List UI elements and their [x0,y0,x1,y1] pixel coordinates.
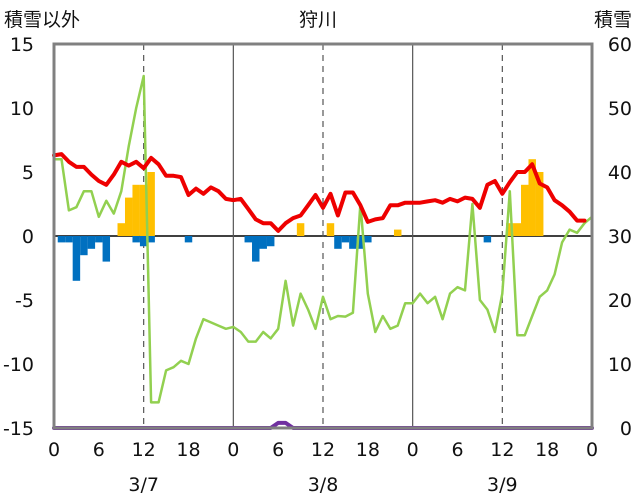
snowfall-bar [506,223,514,236]
precipitation-bar [252,236,260,262]
snowfall-bar [528,159,536,236]
left-tick-label: 5 [22,162,34,184]
left-axis-label: 積雪以外 [4,9,80,31]
precipitation-bar [80,236,88,256]
plot-frame [52,42,594,430]
precipitation-bar [95,236,103,243]
x-tick-label: 12 [311,439,335,461]
date-label: 3/9 [487,474,518,496]
snowfall-bar [139,184,148,236]
precipitation-bar [266,236,275,247]
snow-depth-line [52,74,594,404]
right-tick-label: 60 [608,34,632,56]
date-label: 3/8 [308,474,339,496]
x-tick-label: 6 [272,439,284,461]
right-tick-label: 0 [620,418,632,440]
x-tick-label: 18 [176,439,200,461]
precipitation-bar [483,236,492,243]
left-tick-label: -5 [15,290,34,312]
right-tick-label: 10 [608,354,632,376]
snowfall-bar [296,223,305,236]
right-tick-label: 50 [608,98,632,120]
snowfall-bar [147,172,155,236]
precipitation-bar [349,236,357,249]
snowfall-bar [535,172,544,236]
precipitation-bar [334,236,342,249]
precipitation-bar [87,236,96,249]
left-tick-label: 0 [22,226,34,248]
precipitation-bar [364,236,372,243]
precipitation-bar [259,236,267,249]
x-tick-label: 0 [586,439,598,461]
right-tick-label: 40 [608,162,632,184]
precipitation-bar [341,236,350,243]
precipitation-bar [147,236,155,243]
snowfall-bar [513,223,522,236]
snowfall-bar [124,197,133,236]
x-tick-label: 12 [490,439,514,461]
left-tick-label: 15 [10,34,34,56]
chart-title: 狩川 [299,9,337,31]
left-tick-label: -15 [3,418,34,440]
x-tick-label: 0 [48,439,60,461]
x-tick-label: 6 [93,439,105,461]
precipitation-bar [102,236,111,262]
x-tick-label: 0 [227,439,239,461]
right-tick-label: 30 [608,226,632,248]
precipitation-bar [139,236,148,247]
snowfall-bar [393,229,402,236]
bar-layer [57,159,544,281]
x-tick-label: 12 [132,439,156,461]
precipitation-bar [184,236,193,243]
precipitation-bar [356,236,365,249]
snowfall-bar [326,223,335,236]
x-tick-label: 18 [535,439,559,461]
left-tick-label: -10 [3,354,34,376]
precipitation-bar [65,236,73,243]
snowfall-bar [521,184,529,236]
precipitation-bar [244,236,253,243]
date-label: 3/7 [128,474,159,496]
snowfall-bar [117,223,125,236]
right-axis-label: 積雪 [594,9,632,31]
precipitation-bar [72,236,81,281]
temperature-line [52,152,587,233]
x-tick-label: 18 [356,439,380,461]
precipitation-bar [57,236,66,243]
x-tick-label: 0 [407,439,419,461]
right-tick-label: 20 [608,290,632,312]
snowfall-bar [132,184,140,236]
precipitation-bar [132,236,140,243]
left-tick-label: 10 [10,98,34,120]
x-tick-label: 6 [451,439,463,461]
